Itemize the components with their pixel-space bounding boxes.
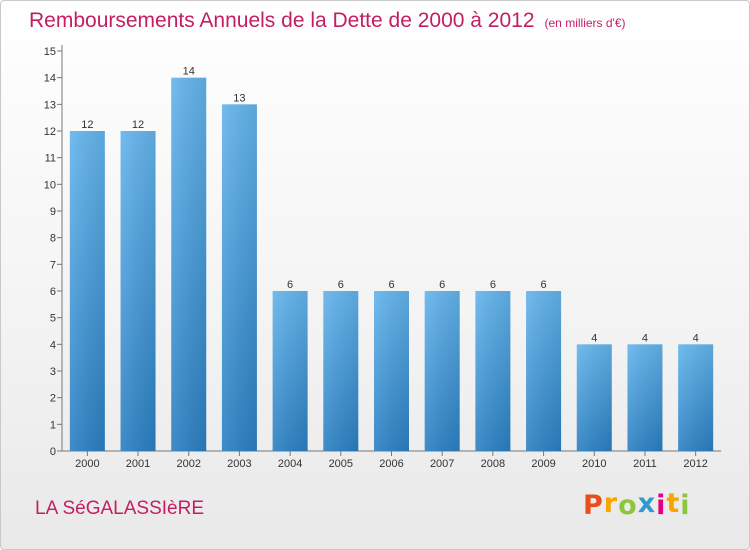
bar-shade [272,291,308,451]
chart-title: Remboursements Annuels de la Dette de 20… [29,9,535,32]
x-tick-label: 2009 [531,458,555,470]
x-tick-label: 2010 [582,458,606,470]
logo-letter: x [637,488,657,519]
bar-shade [678,344,714,451]
bar-shade [323,291,359,451]
x-tick-label: 2005 [329,458,353,470]
y-tick-label: 5 [50,313,56,325]
x-tick-label: 2003 [227,458,251,470]
x-tick-label: 2007 [430,458,454,470]
y-tick-label: 6 [50,286,56,298]
data-label: 12 [81,119,93,131]
bar-shade [576,344,612,451]
logo-letter: i [656,490,667,521]
y-tick-label: 13 [44,99,56,111]
x-tick-label: 2011 [633,458,657,470]
y-tick-label: 10 [44,179,56,191]
x-tick-label: 2001 [126,458,150,470]
data-label: 6 [388,279,394,291]
x-tick-label: 2004 [278,458,302,470]
data-label: 14 [183,66,195,78]
logo-letter: P [583,490,604,521]
y-tick-label: 12 [44,126,56,138]
data-label: 6 [439,279,445,291]
data-label: 4 [642,332,648,344]
y-tick-label: 4 [50,339,56,351]
data-label: 4 [591,332,597,344]
logo-letter: o [618,490,638,521]
x-tick-label: 2012 [683,458,707,470]
y-tick-label: 0 [50,446,56,458]
data-labels: 12 12 14 13 6 6 6 6 6 6 4 4 4 [81,66,698,345]
data-label: 6 [287,279,293,291]
y-tick-label: 11 [45,153,56,165]
y-tick-label: 9 [50,206,56,218]
bar-shade [171,77,207,452]
bars [69,77,714,452]
logo-letter: i [680,490,691,521]
bar-shade [526,291,562,451]
proxiti-logo: Proxiti [583,488,691,521]
x-tick-label: 2000 [75,458,99,470]
data-label: 12 [132,119,144,131]
data-label: 6 [338,279,344,291]
x-tick-label: 2006 [379,458,403,470]
y-tick-label: 2 [50,393,56,405]
bar-shade [120,131,156,451]
bar-shade [424,291,460,451]
title-row: Remboursements Annuels de la Dette de 20… [29,9,626,33]
data-label: 13 [233,92,245,104]
chart-units: (en milliers d'€) [544,16,626,30]
y-tick-label: 8 [50,233,56,245]
bar-shade [221,104,257,451]
y-tick-label: 3 [50,366,56,378]
x-tick-label: 2002 [176,458,200,470]
y-tick-label: 14 [44,73,56,85]
bar-shade [475,291,511,451]
y-tick-label: 1 [50,419,56,431]
y-tick-label: 15 [44,46,56,58]
bar-shade [374,291,409,451]
commune-name: LA SéGALASSIèRE [35,498,204,519]
x-tick-label: 2008 [481,458,505,470]
data-label: 4 [693,332,699,344]
bar-shade [627,344,663,451]
y-tick-label: 7 [50,259,56,271]
data-label: 6 [541,279,547,291]
bar-shade [69,131,105,451]
logo-letter: t [666,488,681,519]
data-label: 6 [490,279,496,291]
logo-letter: r [603,488,619,519]
